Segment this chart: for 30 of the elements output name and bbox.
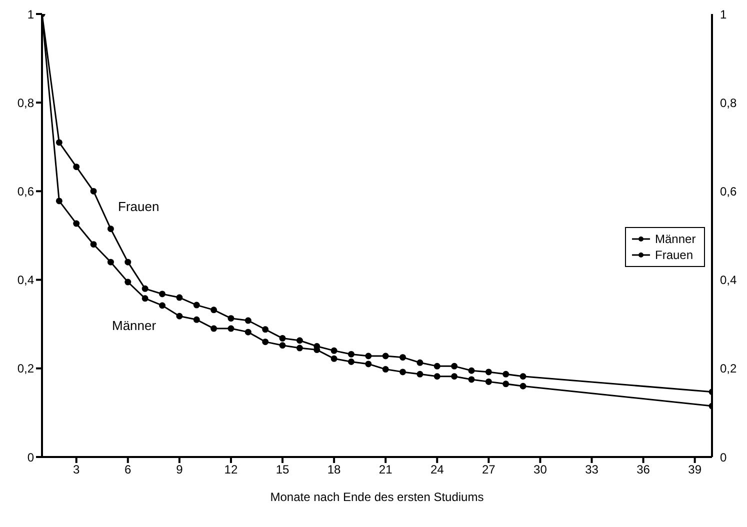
x-tick-label: 33 [585, 462, 599, 477]
y-tick-label: 0,6 [17, 184, 34, 198]
y-tick-label: 0,4 [17, 273, 34, 288]
annotation: Männer [112, 318, 156, 333]
y2-tick-label: 0,8 [720, 96, 738, 110]
x-tick-label: 39 [688, 462, 702, 477]
y2-tick-label: 0,2 [720, 362, 738, 376]
x-tick-label: 18 [327, 462, 342, 477]
x-tick-label: 30 [534, 462, 548, 477]
x-tick-label: 9 [176, 462, 184, 477]
y2-tick-label: 0 [720, 450, 727, 464]
y2-tick-label: 1 [720, 7, 727, 22]
y2-tick-label: 0,4 [720, 273, 738, 288]
y-tick-label: 0 [27, 450, 34, 464]
y-tick-label: 0,2 [17, 362, 34, 376]
legend-label: Frauen [655, 247, 694, 263]
x-tick-label: 24 [430, 462, 444, 477]
y2-tick-label: 0,6 [720, 184, 738, 198]
x-tick-label: 27 [482, 462, 496, 477]
x-axis-title: Monate nach Ende des ersten Studiums [270, 490, 484, 504]
y-tick-label: 0,8 [17, 96, 34, 110]
x-tick-label: 3 [73, 462, 80, 477]
x-tick-label: 15 [276, 462, 290, 477]
legend-label: Männer [655, 231, 696, 247]
x-tick-label: 36 [636, 462, 650, 477]
annotation: Frauen [118, 199, 160, 214]
x-tick-label: 21 [378, 462, 393, 477]
y-tick-label: 1 [27, 7, 34, 22]
x-tick-label: 12 [224, 462, 238, 477]
x-tick-label: 6 [124, 462, 132, 477]
